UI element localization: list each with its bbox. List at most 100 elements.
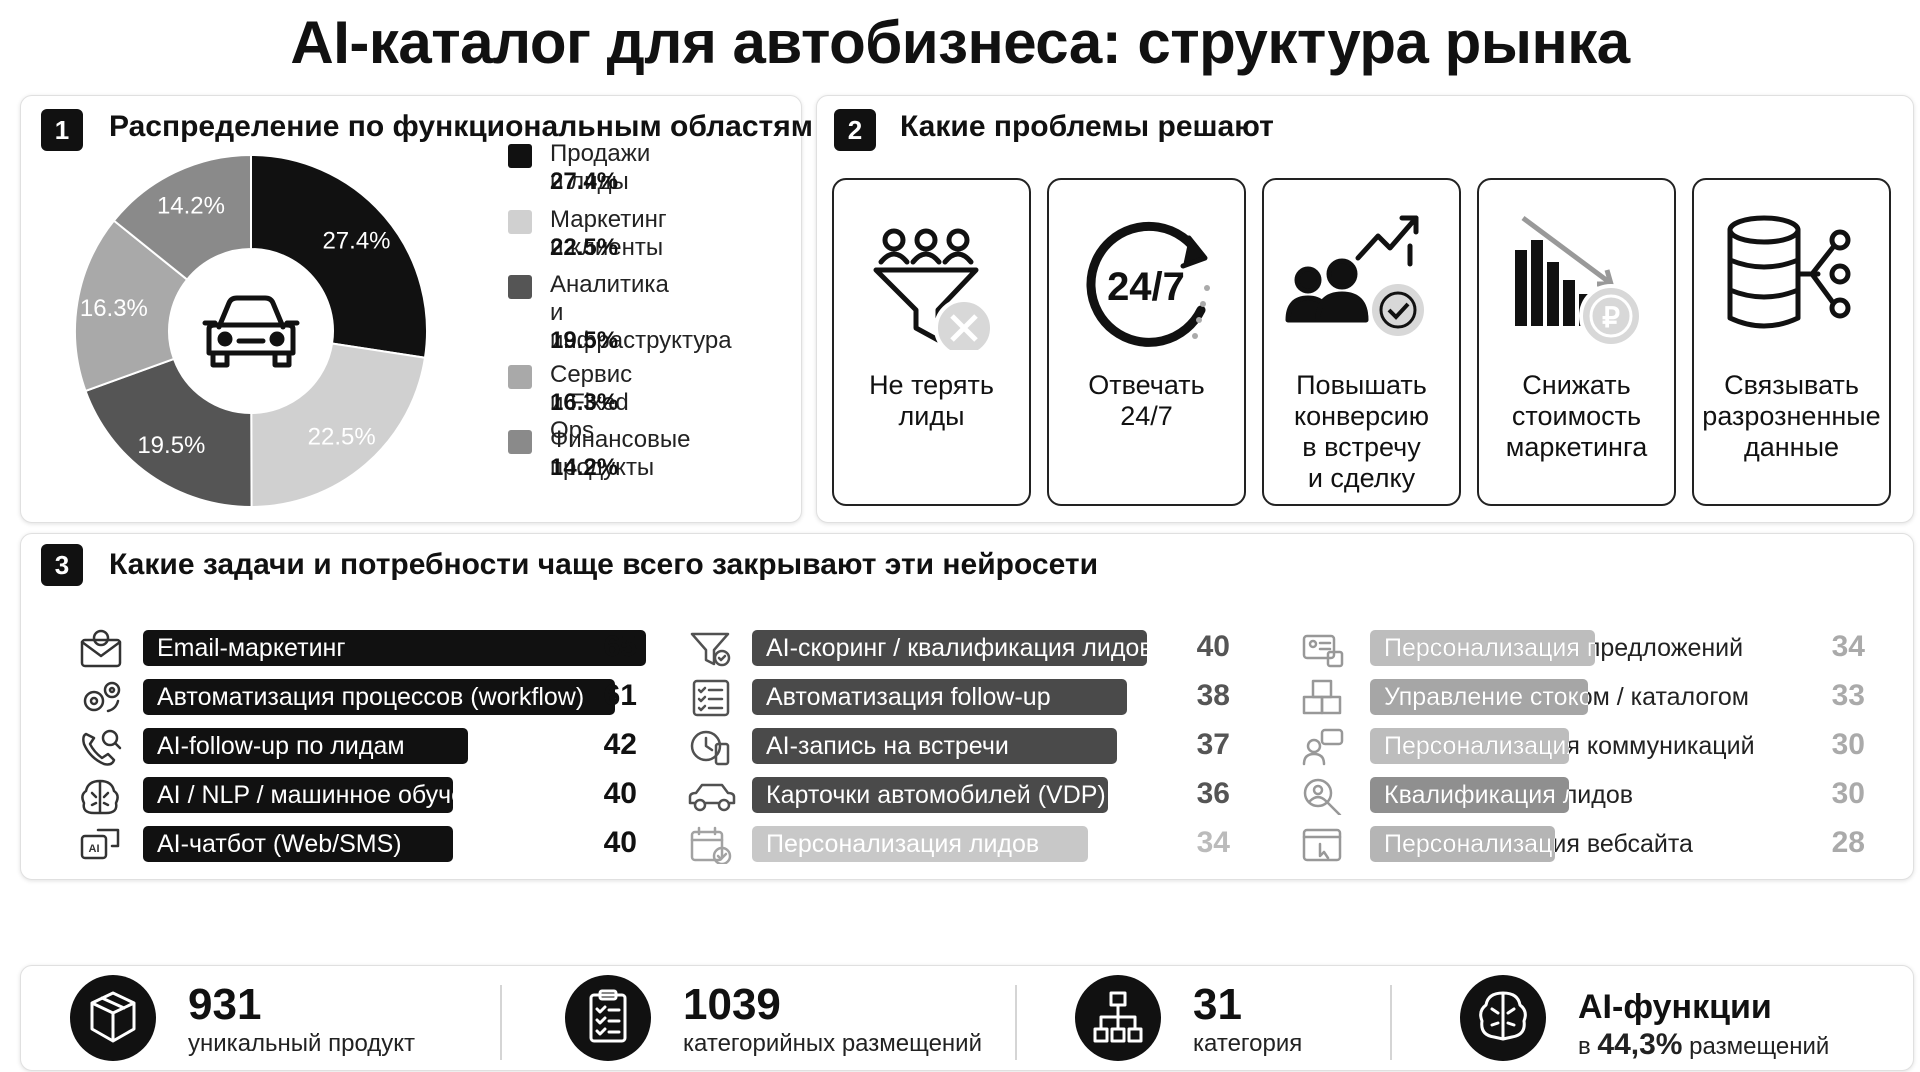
bar-value: 61 <box>603 679 637 712</box>
bar-value: 40 <box>1196 630 1230 663</box>
bar-row: Квалификация лидов 30 Квалификация лидов <box>0 775 1920 815</box>
ai-chat-icon: AI <box>80 828 120 860</box>
bar-label: AI-скоринг / квалификация лидов <box>766 634 1153 662</box>
bar-value: 38 <box>1196 679 1230 712</box>
stat-label-prefix: в <box>1578 1033 1598 1060</box>
bar <box>752 679 1127 715</box>
panel-stats <box>20 965 1914 1071</box>
section-number-1: 1 <box>41 109 83 151</box>
stats-divider <box>1015 985 1017 1060</box>
bar-value: 34 <box>1196 826 1230 859</box>
bar-label: Карточки автомобилей (VDP) <box>766 781 1106 809</box>
bar-row: Персонализация предложений 34 Персонализац… <box>0 628 1920 668</box>
stat-label-highlight: 44,3% <box>1597 1028 1683 1061</box>
clipboard-icon-glyph <box>589 989 627 1043</box>
legend-value: 14.2% <box>550 454 619 481</box>
legend-label: Финансовые продукты <box>550 426 691 481</box>
problem-card: 24/7 Отвечать 24/7 <box>1047 178 1246 506</box>
bar <box>1370 630 1595 666</box>
legend-swatch <box>508 144 532 168</box>
legend-swatch <box>508 430 532 454</box>
panel-functional-areas: 1 Распределение по функциональным област… <box>20 95 813 523</box>
stats-divider <box>500 985 502 1060</box>
problem-card-label: Снижать стоимость маркетинга <box>1505 370 1648 462</box>
bar <box>143 777 453 813</box>
bar <box>1370 777 1569 813</box>
bar-value: 30 <box>1831 777 1865 810</box>
people-growth-check-icon <box>1285 215 1428 340</box>
bar-label: AI-чатбот (Web/SMS) <box>157 830 402 858</box>
legend-label: Сервис и Fixed Ops <box>550 361 633 444</box>
section-3-title: Какие задачи и потребности чаще всего за… <box>109 548 1099 581</box>
bar-value: 34 <box>1831 630 1865 663</box>
stat-label: в 44,3% размещений <box>1578 1028 1829 1062</box>
pie-value-label: 22.5% <box>308 423 376 450</box>
bar-label: Персонализация вебсайта <box>1384 830 1693 858</box>
svg-text:AI: AI <box>89 843 100 855</box>
bar-label-overlay: Персонализация вебсайта <box>1384 830 1693 858</box>
stat-number: 1039 <box>683 980 781 1029</box>
legend-label: Аналитика и инфраструктура <box>550 271 732 354</box>
bar-label: Персонализация предложений <box>1384 634 1744 662</box>
bar-value: 40 <box>603 826 637 859</box>
bar-row: AI-запись на встречи 37 <box>0 726 1920 766</box>
bars-down-ruble-icon: ₽ <box>1515 215 1643 348</box>
bar <box>752 777 1108 813</box>
funnel-people-icon <box>873 228 994 350</box>
problem-card: Связывать разрозненные данные <box>1692 178 1891 506</box>
bar-label: AI-запись на встречи <box>766 732 1009 760</box>
bar-row: Автоматизация процессов (workflow) 61 <box>0 677 1920 715</box>
bar-row: Персонализация коммуникаций 30 Персонализа… <box>0 726 1920 766</box>
pie-value-label: 27.4% <box>322 227 390 254</box>
browser-cursor-icon <box>1302 828 1342 862</box>
bar-label: Квалификация лидов <box>1384 781 1634 809</box>
section-1-title: Распределение по функциональным областям <box>109 110 813 143</box>
bar-row: AI-скоринг / квалификация лидов 40 <box>0 628 1920 667</box>
bar-row: AI-follow-up по лидам 42 <box>0 726 1920 766</box>
stat-label: уникальный продукт <box>188 1030 416 1057</box>
problem-card-label: Не терять лиды <box>869 370 994 431</box>
bar-row: Email-маркетинг 65 <box>0 628 1920 668</box>
brain-circuit-icon-glyph <box>1479 991 1527 1041</box>
brain-icon <box>81 779 119 815</box>
bar-label: Email-маркетинг <box>157 634 346 662</box>
clock-phone-icon <box>690 730 730 766</box>
funnel-check-icon <box>690 632 731 667</box>
bar-value: 28 <box>1831 826 1865 859</box>
bar-row: Автоматизация follow-up 38 <box>0 677 1920 717</box>
calendar-check-icon <box>690 826 732 864</box>
bar-value: 33 <box>1831 679 1865 712</box>
gears-icon <box>83 681 121 713</box>
bar <box>752 630 1147 666</box>
bar-label: AI / NLP / машинное обучение <box>157 781 507 809</box>
pie-value-label: 16.3% <box>80 295 148 322</box>
svg-text:24/7: 24/7 <box>1107 265 1185 309</box>
legend-value: 27.4% <box>550 168 619 195</box>
bar-row: Управление стоком / каталогом 33 Управлени… <box>0 677 1920 715</box>
section-2-title: Какие проблемы решают <box>900 110 1274 143</box>
legend-swatch <box>508 365 532 389</box>
legend-value: 22.5% <box>550 234 619 261</box>
box-icon-glyph <box>90 991 136 1043</box>
bar-label-overlay: Персонализация коммуникаций <box>1384 732 1755 760</box>
bar-value: 42 <box>603 728 637 761</box>
bar <box>1370 728 1569 764</box>
stat-label: категория <box>1193 1030 1303 1057</box>
bar-value: 37 <box>1196 728 1230 761</box>
stat-label-suffix: размещений <box>1682 1033 1830 1060</box>
bar-row: AI AI-чатбот (Web/SMS) 40 <box>0 824 1920 862</box>
bar-label: Управление стоком / каталогом <box>1384 683 1749 711</box>
clock-24-7-icon: 24/7 <box>1086 221 1210 347</box>
svg-text:₽: ₽ <box>1602 302 1620 333</box>
bar-label: Автоматизация процессов (workflow) <box>157 683 585 711</box>
problem-card: ₽ Снижать стоимость маркетинга <box>1477 178 1676 506</box>
phone-search-icon <box>82 729 122 766</box>
problem-card-label: Отвечать 24/7 <box>1088 370 1205 431</box>
legend-label: Продажи и лиды <box>550 140 651 195</box>
bar-label: Персонализация лидов <box>766 830 1040 858</box>
bar <box>143 679 615 715</box>
section-number-2: 2 <box>834 109 876 151</box>
stat-number: AI-функции <box>1578 988 1772 1026</box>
stat-number: 31 <box>1193 980 1242 1029</box>
bar-value: 40 <box>603 777 637 810</box>
